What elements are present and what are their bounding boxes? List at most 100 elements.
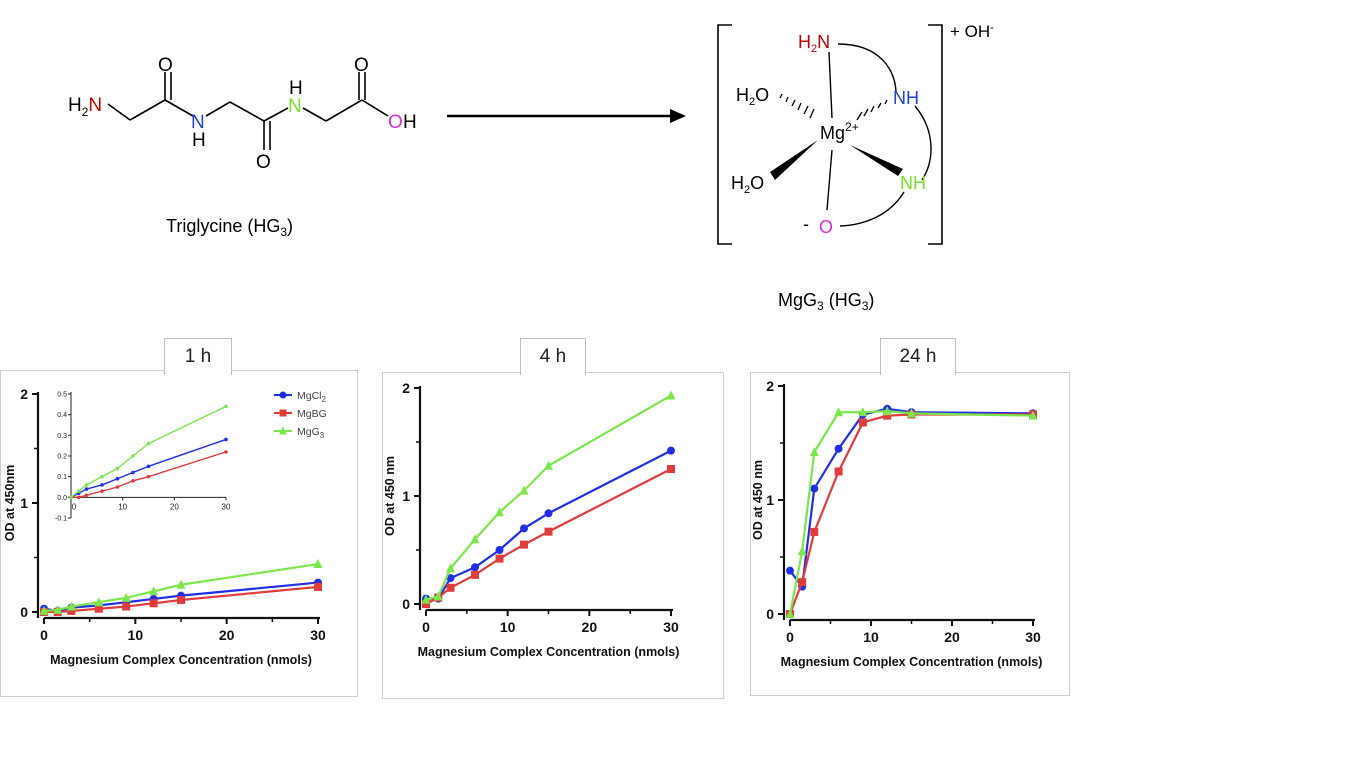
panel-tab-4h: 4 h: [520, 338, 586, 375]
x-tick-label: 20: [219, 627, 235, 643]
data-point: [495, 507, 504, 517]
data-point: [446, 583, 455, 592]
data-point: [544, 460, 553, 470]
data-point: [446, 574, 455, 583]
series-square: [422, 465, 675, 608]
series-line: [425, 394, 672, 601]
legend-label: MgCl2: [297, 390, 327, 404]
inset-data-point: [100, 489, 104, 493]
legend-marker: [279, 409, 287, 417]
data-point: [471, 570, 479, 579]
series-line: [788, 413, 1033, 615]
inset-x-tick-label: 20: [170, 502, 179, 511]
y-tick-label: 0: [402, 596, 410, 612]
data-point: [798, 578, 807, 587]
inset-chart: 0.5 0.4 0.3 0.2 0.1 0.0 -0.1 10 20 30 0: [55, 392, 231, 523]
y-axis-title: OD at 450 nm: [751, 460, 765, 540]
data-point: [834, 444, 843, 453]
inset-series: [69, 404, 228, 500]
inset-data-point: [131, 470, 135, 475]
inset-y-tick-label: 0.3: [57, 433, 67, 440]
x-tick-label: 10: [128, 627, 144, 643]
data-point: [313, 559, 323, 569]
data-point: [67, 606, 76, 615]
svg-text:O: O: [354, 55, 369, 76]
svg-text:H: H: [192, 130, 206, 151]
data-point: [495, 546, 504, 554]
inset-series-line: [70, 405, 227, 498]
series-line: [788, 409, 1034, 615]
data-point: [834, 407, 844, 417]
series-circle: [422, 446, 675, 603]
chart-24h: 0 10 20 30 0 1 2 Magnesium Complex Concentratio…: [751, 378, 1042, 669]
svg-text:NH: NH: [900, 173, 926, 193]
x-tick-label: 0: [786, 629, 794, 645]
inset-x-tick-label: 10: [118, 502, 127, 511]
series-line: [43, 562, 319, 613]
chart-panel-4h: 4 h 0 10 20 30 0 1 2 Magnesium Complex Concentr…: [380, 338, 725, 700]
inset-data-point: [131, 454, 135, 458]
data-point: [907, 408, 916, 418]
y-tick-label: 1: [766, 492, 774, 508]
data-point: [149, 599, 158, 608]
inset-data-point: [76, 495, 81, 500]
data-point: [883, 411, 892, 420]
mg-complex-structure: [717, 24, 943, 245]
data-point: [1028, 410, 1038, 420]
data-point: [520, 524, 528, 533]
mg-complex-atoms: H2N NH H2O Mg2+ H2O NH - O: [731, 32, 926, 237]
data-point: [810, 527, 819, 536]
x-axis-title: Magnesium Complex Concentration (nmols): [418, 645, 680, 659]
svg-text:H: H: [289, 78, 303, 99]
series-square: [786, 410, 1037, 618]
inset-series-line: [70, 438, 227, 498]
series-triangle: [421, 390, 676, 604]
svg-text:N: N: [288, 96, 302, 117]
x-tick-label: 20: [944, 629, 960, 645]
inset-data-point: [69, 495, 73, 500]
panel-tab-24h: 24 h: [880, 338, 956, 375]
legend-marker: [279, 391, 287, 399]
data-point: [470, 534, 480, 544]
inset-data-point: [115, 466, 120, 471]
panel-tab-1h: 1 h: [164, 338, 232, 375]
data-point: [809, 447, 819, 457]
inset-y-tick-label: 0.5: [57, 392, 67, 399]
inset-x-tick-label: 30: [222, 502, 231, 511]
inset-data-point: [146, 441, 151, 446]
data-point: [433, 591, 443, 601]
inset-data-point: [84, 493, 89, 498]
series-triangle: [785, 406, 1038, 618]
svg-text:Mg2+: Mg2+: [820, 120, 859, 143]
data-point: [53, 604, 63, 614]
inset-y-tick-label: 0.1: [57, 474, 67, 481]
svg-text:H2O: H2O: [731, 173, 764, 196]
svg-text:H: H: [403, 112, 417, 133]
data-point: [858, 418, 867, 427]
data-point: [495, 554, 504, 563]
inset-x-tick-label: 0: [72, 502, 77, 511]
inset-data-point: [100, 474, 104, 479]
x-tick-label: 0: [40, 627, 48, 643]
x-tick-label: 20: [582, 619, 598, 635]
x-tick-label: 10: [863, 629, 879, 645]
data-point: [544, 527, 553, 536]
axes: 0 10 20 30 0 1 2: [20, 386, 326, 643]
x-tick-label: 10: [500, 619, 516, 635]
axes: 0 10 20 30 0 1 2: [402, 380, 679, 635]
data-point: [667, 446, 675, 455]
x-tick-label: 30: [310, 627, 326, 643]
inset-y-tick-label: 0.2: [57, 454, 67, 461]
triglycine-atoms: H2N O N H O H N O O H: [68, 55, 417, 173]
y-tick-label: 0: [20, 604, 28, 620]
svg-text:NH: NH: [893, 88, 919, 108]
data-point: [810, 484, 819, 493]
inset-data-point: [76, 489, 81, 493]
data-point: [39, 605, 49, 615]
svg-text:O: O: [388, 112, 403, 133]
data-point: [121, 592, 131, 602]
data-point: [666, 390, 676, 400]
series-triangle: [39, 559, 323, 615]
chart-panel-24h: 24 h 0 10 20 30 0 1 2 Magnesium Complex Concent…: [748, 338, 1073, 700]
data-point: [544, 509, 553, 518]
